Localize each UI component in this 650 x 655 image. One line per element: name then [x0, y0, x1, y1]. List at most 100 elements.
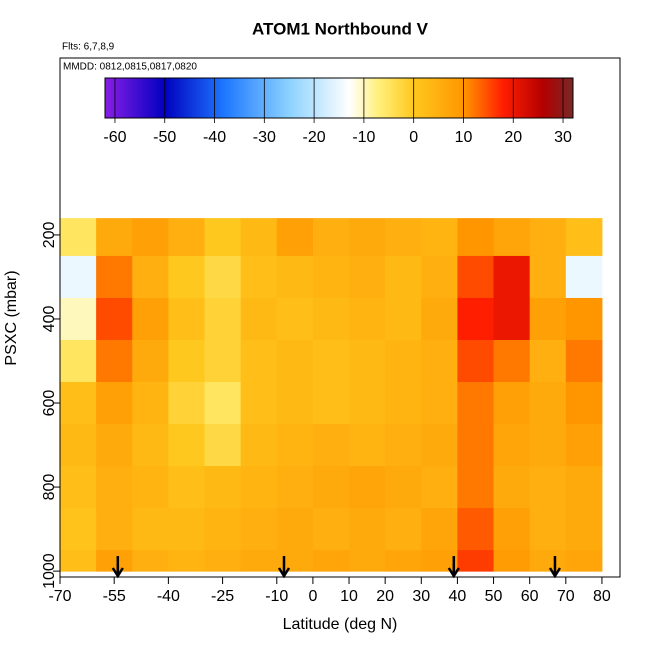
heat-cell	[385, 297, 422, 341]
heat-cell	[457, 466, 495, 509]
heat-cell	[168, 297, 206, 341]
y-tick-label: 1000	[41, 553, 58, 589]
heat-cell	[276, 550, 314, 572]
heat-cell	[457, 508, 495, 551]
x-tick-label: -70	[48, 588, 71, 605]
heat-cell	[276, 339, 314, 383]
heat-cell	[276, 424, 314, 467]
heat-cell	[385, 424, 422, 467]
heat-cell	[276, 297, 314, 341]
heat-cell	[240, 297, 278, 341]
heat-cell	[421, 424, 458, 467]
heat-cell	[349, 424, 386, 467]
colorbar-tick-label: 20	[504, 129, 522, 146]
heat-cell	[349, 508, 386, 551]
colorbar-tick-label: -10	[352, 129, 375, 146]
heat-cell	[565, 218, 603, 257]
x-tick-label: 10	[340, 588, 358, 605]
x-tick-label: -10	[265, 588, 288, 605]
x-tick-label: -25	[211, 588, 234, 605]
heat-cell	[529, 424, 567, 467]
heat-cell	[240, 424, 278, 467]
heat-cell	[457, 382, 495, 425]
heat-cell	[132, 297, 169, 341]
heat-cell	[349, 550, 386, 572]
heat-cell	[493, 382, 531, 425]
heat-cell	[493, 218, 531, 257]
heat-cell	[312, 382, 350, 425]
heat-cell	[312, 424, 350, 467]
colorbar-tick-label: -40	[203, 129, 226, 146]
arrow	[548, 556, 562, 579]
heat-cell	[385, 550, 422, 572]
x-tick-label: 30	[412, 588, 430, 605]
x-tick-label: 60	[521, 588, 539, 605]
heat-cell	[276, 218, 314, 257]
heat-cell	[240, 339, 278, 383]
heat-cell	[421, 508, 458, 551]
heat-cell	[349, 466, 386, 509]
heat-cell	[96, 508, 133, 551]
arrow	[277, 556, 291, 579]
heat-cell	[204, 218, 242, 257]
heat-cell	[493, 466, 531, 509]
y-tick-label: 600	[41, 390, 58, 417]
heat-cell	[565, 508, 603, 551]
heat-cell	[529, 255, 567, 299]
heat-cell	[457, 550, 495, 572]
heat-cell	[276, 382, 314, 425]
heat-cell	[385, 255, 422, 299]
heat-cell	[565, 382, 603, 425]
heat-cell	[96, 382, 133, 425]
heat-cell	[385, 218, 422, 257]
heat-cell	[565, 255, 603, 299]
heat-cell	[565, 424, 603, 467]
heat-cell	[204, 550, 242, 572]
x-tick-label: 20	[376, 588, 394, 605]
heat-cell	[312, 550, 350, 572]
heat-cell	[96, 339, 133, 383]
chart-title: ATOM1 Northbound V	[252, 19, 429, 38]
heat-cell	[349, 297, 386, 341]
heat-cell	[96, 550, 133, 572]
heat-cell	[312, 508, 350, 551]
heat-cell	[385, 382, 422, 425]
heat-cell	[60, 382, 97, 425]
heat-cell	[421, 466, 458, 509]
heat-cell	[60, 218, 97, 257]
colorbar-tick-label: -30	[253, 129, 276, 146]
heat-cell	[276, 508, 314, 551]
x-tick-label: -55	[103, 588, 126, 605]
heat-cell	[168, 550, 206, 572]
heat-cell	[529, 550, 567, 572]
heat-cell	[421, 339, 458, 383]
heat-cell	[132, 218, 169, 257]
heat-cell	[385, 466, 422, 509]
heat-cell	[168, 339, 206, 383]
heat-cell	[349, 339, 386, 383]
x-tick-label: -40	[157, 588, 180, 605]
heat-cell	[565, 297, 603, 341]
heat-cell	[276, 466, 314, 509]
heat-cell	[493, 339, 531, 383]
heat-cell	[457, 424, 495, 467]
heat-cell	[96, 466, 133, 509]
x-axis-label: Latitude (deg N)	[283, 616, 398, 633]
heat-cell	[493, 508, 531, 551]
x-tick-label: 40	[449, 588, 467, 605]
y-tick-label: 400	[41, 306, 58, 333]
colorbar-tick-label: -20	[303, 129, 326, 146]
heat-cell	[349, 255, 386, 299]
heat-cell	[204, 339, 242, 383]
subtitle: Flts: 6,7,8,9	[62, 42, 115, 53]
heat-cell	[132, 550, 169, 572]
plot-frame	[59, 57, 621, 578]
heat-cell	[132, 508, 169, 551]
heat-cell	[493, 550, 531, 572]
heat-cell	[240, 466, 278, 509]
annotation: MMDD: 0812,0815,0817,0820	[63, 62, 197, 73]
heat-cell	[457, 297, 495, 341]
heat-cell	[529, 218, 567, 257]
heat-cell	[312, 297, 350, 341]
